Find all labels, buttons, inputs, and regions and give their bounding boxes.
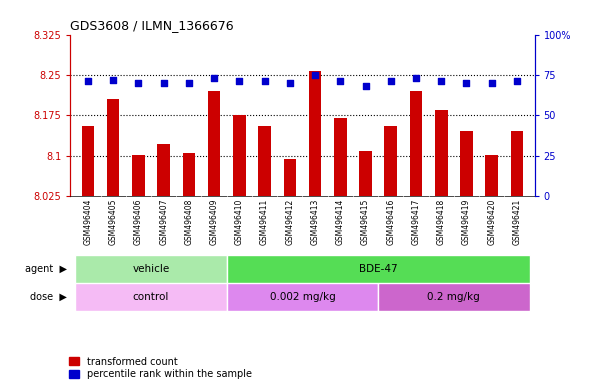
Point: [184, 80, 194, 86]
Text: 0.002 mg/kg: 0.002 mg/kg: [269, 292, 335, 302]
Point: [209, 75, 219, 81]
Point: [159, 80, 169, 86]
Point: [134, 80, 144, 86]
Bar: [309, 71, 321, 196]
Point: [83, 78, 93, 84]
Text: GSM496420: GSM496420: [487, 199, 496, 245]
Point: [310, 72, 320, 78]
Point: [285, 80, 295, 86]
Text: GSM496412: GSM496412: [285, 199, 295, 245]
Bar: [284, 159, 296, 196]
Bar: [233, 115, 246, 196]
Text: GSM496419: GSM496419: [462, 199, 471, 245]
Point: [386, 78, 396, 84]
Text: control: control: [133, 292, 169, 302]
Text: GSM496417: GSM496417: [412, 199, 420, 245]
Point: [411, 75, 421, 81]
Point: [436, 78, 446, 84]
Bar: [378, 283, 530, 311]
Bar: [435, 110, 448, 196]
Text: GSM496413: GSM496413: [310, 199, 320, 245]
Text: GSM496415: GSM496415: [361, 199, 370, 245]
Legend: transformed count, percentile rank within the sample: transformed count, percentile rank withi…: [69, 357, 252, 379]
Bar: [384, 126, 397, 196]
Bar: [258, 126, 271, 196]
Text: dose  ▶: dose ▶: [31, 292, 67, 302]
Bar: [334, 118, 346, 196]
Bar: [75, 283, 227, 311]
Text: BDE-47: BDE-47: [359, 264, 398, 274]
Text: GSM496421: GSM496421: [513, 199, 521, 245]
Bar: [82, 126, 94, 196]
Bar: [227, 283, 378, 311]
Text: GSM496410: GSM496410: [235, 199, 244, 245]
Bar: [107, 99, 120, 196]
Text: GSM496418: GSM496418: [437, 199, 446, 245]
Text: GDS3608 / ILMN_1366676: GDS3608 / ILMN_1366676: [70, 19, 234, 32]
Bar: [208, 91, 221, 196]
Point: [260, 78, 269, 84]
Bar: [227, 255, 530, 283]
Text: agent  ▶: agent ▶: [25, 264, 67, 274]
Bar: [511, 131, 523, 196]
Bar: [359, 151, 372, 196]
Text: GSM496408: GSM496408: [185, 199, 193, 245]
Text: 0.2 mg/kg: 0.2 mg/kg: [428, 292, 480, 302]
Bar: [485, 155, 498, 196]
Point: [360, 83, 370, 89]
Text: GSM496404: GSM496404: [84, 199, 92, 245]
Text: GSM496406: GSM496406: [134, 199, 143, 245]
Bar: [132, 155, 145, 196]
Text: GSM496416: GSM496416: [386, 199, 395, 245]
Text: GSM496409: GSM496409: [210, 199, 219, 245]
Point: [487, 80, 497, 86]
Text: GSM496414: GSM496414: [336, 199, 345, 245]
Text: GSM496405: GSM496405: [109, 199, 118, 245]
Point: [235, 78, 244, 84]
Text: GSM496411: GSM496411: [260, 199, 269, 245]
Bar: [75, 255, 227, 283]
Point: [335, 78, 345, 84]
Point: [108, 77, 118, 83]
Point: [512, 78, 522, 84]
Point: [461, 80, 471, 86]
Bar: [158, 144, 170, 196]
Bar: [410, 91, 422, 196]
Text: vehicle: vehicle: [133, 264, 170, 274]
Bar: [460, 131, 473, 196]
Bar: [183, 153, 195, 196]
Text: GSM496407: GSM496407: [159, 199, 168, 245]
